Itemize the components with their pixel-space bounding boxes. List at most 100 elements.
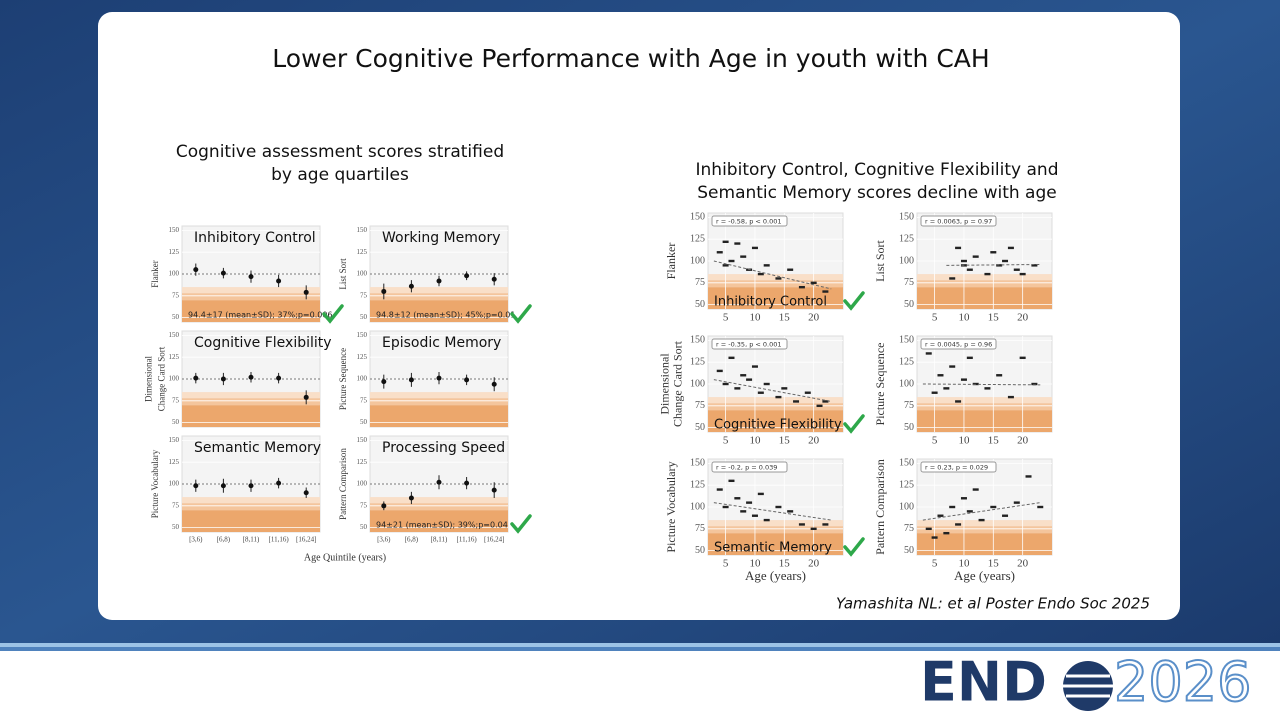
scatter-point [966,356,973,360]
panel-title: Episodic Memory [382,335,501,351]
panel: 50 75 100 125 150 Flanker 5 10 15 20 r = -0.58, p … [664,212,844,324]
cutoff-band [708,410,843,432]
scatter-point [763,382,770,386]
y-tick-label: 100 [357,375,368,383]
y-tick-label: 125 [357,458,368,466]
panel: 50 75 100 125 150 List Sort Working Memory 94.8… [338,225,515,323]
chart-heading: Semantic Memory scores decline with age [697,183,1056,203]
y-tick-label: 150 [357,226,368,234]
x-axis-label: Age Quintile (years) [304,552,386,563]
scatter-point [728,479,735,483]
y-tick-label: 50 [695,422,705,433]
stat-label: r = 0.0063, p = 0.97 [925,218,992,226]
check-mark [510,514,532,534]
scatter-point [746,501,753,504]
y-axis-label: Picture Vocabulary [664,461,678,552]
scatter-point [931,536,938,539]
y-axis-label: Picture Vocabulary [150,449,160,518]
y-tick-label: 125 [899,233,914,244]
panel: 50 75 100 125 150 Picture Vocabulary [3,6) [6,8… [150,435,321,544]
x-tick-label: 5 [723,558,729,570]
x-tick-label: 10 [958,312,970,324]
x-tick-label: [16,24] [296,536,316,544]
scatter-point [722,240,729,243]
check-mark [510,304,532,324]
cutoff-band [370,293,508,301]
stat-label: r = 0.23, p = 0.029 [925,464,988,472]
x-tick-label: [8,11) [431,536,448,544]
y-tick-label: 50 [904,545,914,556]
panel-title: Semantic Memory [194,440,321,456]
scatter-point [984,387,991,390]
cutoff-band [708,403,843,411]
chart-heading: Inhibitory Control, Cognitive Flexibilit… [696,160,1059,180]
logo-text: 2026 [1114,651,1251,714]
panel-title: Processing Speed [382,440,505,456]
y-tick-label: 150 [899,212,914,223]
scatter-point [798,285,805,289]
y-tick-label: 75 [695,277,705,288]
scatter-point [716,251,723,254]
y-tick-label: 50 [360,313,368,321]
x-tick-label: 5 [932,435,938,447]
citation: Yamashita NL: et al Poster Endo Soc 2025 [836,595,1150,613]
logo: END 2026 [920,650,1252,715]
panel: 50 75 100 125 150 Picture Sequence Episodic Me… [338,330,509,428]
y-tick-label: 150 [169,226,180,234]
y-tick-label: 100 [899,501,914,512]
scatter-point [740,255,747,258]
cutoff-band [182,510,320,532]
scatter-point [757,492,764,496]
panel: 50 75 100 125 150 Pattern Comparison [3,6) [6,8… [338,435,509,544]
y-tick-label: 100 [899,378,914,389]
y-tick-label: 100 [169,480,180,488]
scatter-point [787,268,794,271]
y-tick-label: 150 [357,436,368,444]
stat-box [920,338,997,350]
mean-point [276,375,282,381]
scatter-point [822,523,829,526]
stat-box [711,338,788,350]
cutoff-band [182,287,320,294]
mean-point [436,278,442,284]
y-tick-label: 150 [169,436,180,444]
y-axis-label: Change Card Sort [157,346,167,411]
cutoff-band [370,300,508,322]
scatter-point [943,387,950,390]
scatter-point [722,505,729,509]
scatter-point [740,510,747,513]
x-tick-label: [6,8) [405,536,419,544]
check-mark [843,537,865,557]
cutoff-band [182,497,320,504]
y-tick-label: 75 [172,396,180,404]
scatter-point [1013,501,1020,504]
panel: 50 75 100 125 150 Picture Sequence 5 10 15 20 r = … [873,335,1053,447]
x-tick-label: 10 [749,435,761,447]
scatter-point [949,505,956,509]
charts: Cognitive assessment scores stratified by… [144,142,1059,583]
scatter-point [775,505,782,509]
panel: 50 75 100 125 150 Flanker Inhibitory Control 94… [150,225,333,323]
x-tick-label: 15 [988,435,1000,447]
mean-point [381,503,387,509]
y-axis-label: Flanker [150,260,160,288]
panel-note: 94.8±12 (mean±SD); 45%;p=0.01 [376,311,515,320]
x-axis-label: Age (years) [954,568,1015,583]
mean-point [491,487,497,493]
cutoff-band [708,533,843,555]
scatter-point [716,488,723,491]
x-tick-label: 20 [808,435,820,447]
panel-note: 94±21 (mean±SD); 39%;p=0.04 [376,521,508,530]
cutoff-band [182,300,320,322]
cutoff-band [182,405,320,427]
y-axis-label: Pattern Comparison [873,459,887,555]
scatter-point [775,277,782,280]
scatter-point [1019,356,1026,360]
y-tick-label: 100 [169,270,180,278]
y-tick-label: 125 [899,356,914,367]
x-tick-label: [8,11) [243,536,260,544]
y-axis-label: Pattern Comparison [338,448,348,520]
y-tick-label: 125 [169,248,180,256]
content-card [98,12,1180,620]
scatter-point [734,242,741,245]
